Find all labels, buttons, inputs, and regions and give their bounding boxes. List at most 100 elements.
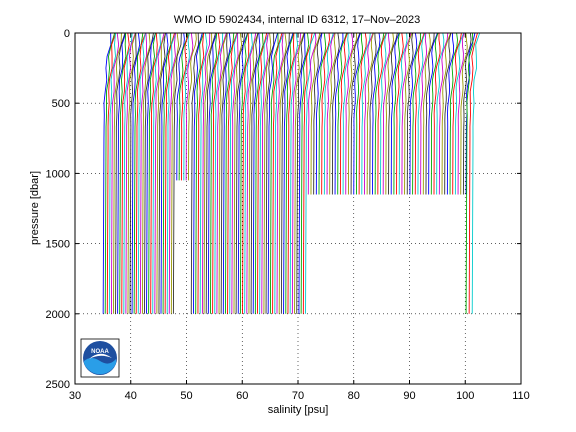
profile-line (285, 32, 295, 314)
profile-line (172, 32, 182, 314)
profile-line (358, 32, 367, 195)
profile-line (170, 32, 180, 314)
profile-line (237, 32, 249, 314)
profile-line (462, 32, 472, 195)
profile-line (430, 32, 439, 195)
profile-line (460, 32, 468, 195)
logo-bird (89, 353, 112, 359)
profile-line (168, 32, 176, 314)
profile-line (449, 32, 458, 195)
profile-line (239, 32, 249, 314)
profile-line (150, 32, 158, 314)
profile-line (261, 32, 269, 314)
x-tick-label: 30 (69, 390, 81, 402)
profile-line (183, 32, 190, 181)
profile-line (190, 32, 199, 314)
profile-line (218, 32, 228, 314)
profile-line (108, 32, 116, 314)
grid-lines (75, 33, 521, 384)
x-tick-label: 50 (180, 390, 192, 402)
profile-lines (102, 32, 481, 314)
profile-line (331, 32, 340, 195)
profile-line (199, 32, 208, 314)
noaa-logo: NOAA (80, 338, 120, 378)
profile-line (263, 32, 272, 314)
axis-ticks: 30 40 50 60 70 80 90 100 110 0 500 1000 1500 2000 2500 (46, 28, 530, 402)
profile-line (409, 32, 418, 195)
profile-line (185, 32, 194, 181)
profile-line (433, 32, 441, 195)
profile-line (310, 32, 321, 195)
logo-wave (84, 358, 116, 375)
profile-line (366, 32, 374, 195)
profile-line (201, 32, 211, 314)
profile-line (276, 32, 284, 314)
profile-line (257, 32, 268, 314)
profile-line (289, 32, 299, 314)
profile-line (205, 32, 217, 314)
profile-line (117, 32, 127, 314)
profile-line (246, 32, 257, 314)
profile-line (414, 32, 425, 195)
profile-line (229, 32, 238, 314)
profile-line (227, 32, 238, 314)
profile-line (425, 32, 435, 195)
profile-line (361, 32, 371, 195)
profile-line (323, 32, 334, 195)
profile-line (334, 32, 344, 195)
profile-line (369, 32, 377, 195)
profile-line (110, 32, 120, 314)
profile-line (404, 32, 413, 195)
profile-line (197, 32, 205, 314)
profile-line (244, 32, 253, 314)
profile-line (178, 32, 189, 181)
profile-line (212, 32, 221, 314)
profile-line (195, 32, 205, 314)
profile-line (135, 32, 146, 314)
profile-line (214, 32, 224, 314)
profile-line (133, 32, 144, 314)
profile-line (446, 32, 455, 195)
profile-line (231, 32, 239, 314)
x-tick-label: 90 (403, 390, 415, 402)
logo-text: NOAA (91, 349, 109, 355)
profile-line (207, 32, 218, 314)
profile-line (380, 32, 387, 195)
profile-line (156, 32, 167, 314)
profile-line (406, 32, 414, 195)
profile-line (248, 32, 259, 314)
profile-line (127, 32, 137, 314)
profile-line (417, 32, 426, 195)
profile-line (119, 32, 127, 314)
profile-line (254, 32, 264, 314)
profile-line (162, 32, 172, 314)
x-tick-label: 110 (512, 390, 530, 402)
profile-line (106, 32, 117, 314)
x-tick-label: 60 (236, 390, 248, 402)
profile-line (291, 32, 302, 314)
y-tick-label: 0 (64, 28, 70, 40)
profile-line (296, 32, 305, 314)
profile-line (131, 32, 141, 314)
profile-line (283, 32, 294, 314)
x-tick-label: 100 (456, 390, 474, 402)
profile-line (265, 32, 275, 314)
profile-line (115, 32, 126, 314)
profile-line (315, 32, 323, 195)
y-axis-label: pressure [dbar] (29, 171, 41, 245)
profile-line (233, 32, 243, 314)
profile-line (305, 32, 316, 314)
profile-line (274, 32, 284, 314)
profile-line (313, 32, 323, 195)
profile-line (146, 32, 157, 314)
profile-line (471, 32, 481, 314)
profile-line (441, 32, 452, 195)
profile-line (158, 32, 166, 314)
profile-line (438, 32, 449, 195)
profile-line (428, 32, 438, 195)
x-tick-label: 70 (292, 390, 304, 402)
profile-line (412, 32, 421, 195)
profile-line (121, 32, 130, 314)
profile-line (280, 32, 290, 314)
profile-line (385, 32, 394, 195)
